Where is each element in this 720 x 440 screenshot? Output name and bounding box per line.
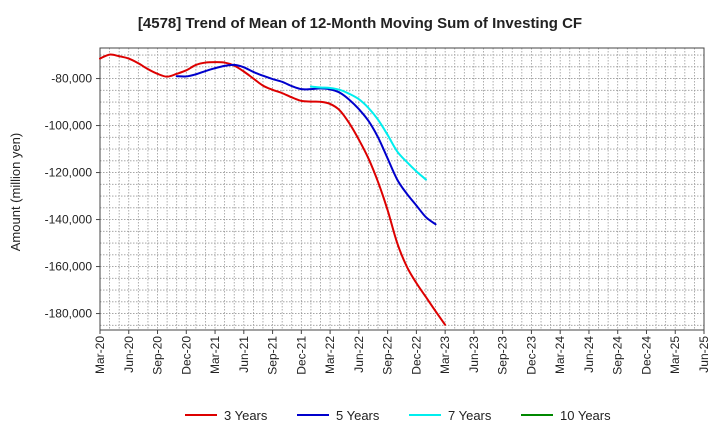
x-tick-label: Dec-23: [524, 336, 538, 375]
x-tick-label: Sep-24: [611, 336, 625, 375]
x-tick-label: Sep-21: [266, 336, 280, 375]
x-tick-label: Jun-23: [467, 336, 481, 373]
y-tick-label: -180,000: [45, 307, 93, 321]
x-tick-label: Dec-24: [639, 336, 653, 375]
x-tick-label: Jun-20: [122, 336, 136, 373]
y-tick-label: -140,000: [45, 213, 93, 227]
chart-title: [4578] Trend of Mean of 12-Month Moving …: [138, 15, 582, 32]
x-tick-label: Sep-23: [496, 336, 510, 375]
x-tick-label: Jun-25: [697, 336, 711, 373]
x-tick-label: Dec-22: [409, 336, 423, 375]
x-tick-label: Mar-24: [553, 336, 567, 374]
x-tick-label: Mar-21: [208, 336, 222, 374]
x-tick-label: Mar-22: [323, 336, 337, 374]
x-tick-label: Mar-23: [438, 336, 452, 374]
legend-label-7-years: 7 Years: [448, 408, 492, 423]
y-tick-label: -100,000: [45, 119, 93, 133]
plot-area: [100, 48, 704, 330]
x-tick-label: Dec-21: [294, 336, 308, 375]
legend: 3 Years 5 Years 7 Years 10 Years: [185, 408, 611, 423]
axis-layer: -80,000 -100,000 -120,000 -140,000 -160,000 -…: [45, 47, 711, 375]
legend-label-3-years: 3 Years: [224, 408, 268, 423]
grid-layer: [100, 48, 704, 330]
x-tick-label: Mar-25: [668, 336, 682, 374]
x-tick-label: Sep-20: [151, 336, 165, 375]
y-tick-label: -160,000: [45, 260, 93, 274]
y-tick-label: -120,000: [45, 166, 93, 180]
plot-border: [99, 47, 705, 331]
x-tick-label: Jun-21: [237, 336, 251, 373]
legend-label-10-years: 10 Years: [560, 408, 611, 423]
series-line-5-years: [175, 63, 437, 226]
y-axis-title: Amount (million yen): [8, 133, 23, 252]
series-line-3-years: [99, 53, 447, 326]
x-tick-label: Dec-20: [179, 336, 193, 375]
x-tick-label: Jun-22: [352, 336, 366, 373]
x-tick-label: Mar-20: [93, 336, 107, 374]
legend-label-5-years: 5 Years: [336, 408, 380, 423]
y-tick-label: -80,000: [51, 72, 92, 86]
x-tick-label: Jun-24: [582, 336, 596, 373]
x-tick-label: Sep-22: [381, 336, 395, 375]
series-layer: [99, 53, 447, 326]
series-line-7-years: [309, 85, 427, 181]
